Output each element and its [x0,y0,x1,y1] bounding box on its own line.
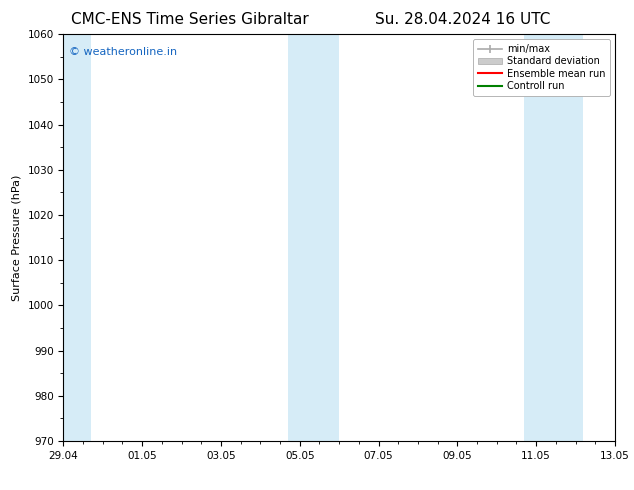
Legend: min/max, Standard deviation, Ensemble mean run, Controll run: min/max, Standard deviation, Ensemble me… [473,39,610,96]
Bar [288,34,339,441]
Bar [60,34,91,441]
Text: © weatheronline.in: © weatheronline.in [69,47,177,56]
Bar [524,34,583,441]
Y-axis label: Surface Pressure (hPa): Surface Pressure (hPa) [12,174,22,301]
Text: Su. 28.04.2024 16 UTC: Su. 28.04.2024 16 UTC [375,12,550,27]
Text: CMC-ENS Time Series Gibraltar: CMC-ENS Time Series Gibraltar [71,12,309,27]
